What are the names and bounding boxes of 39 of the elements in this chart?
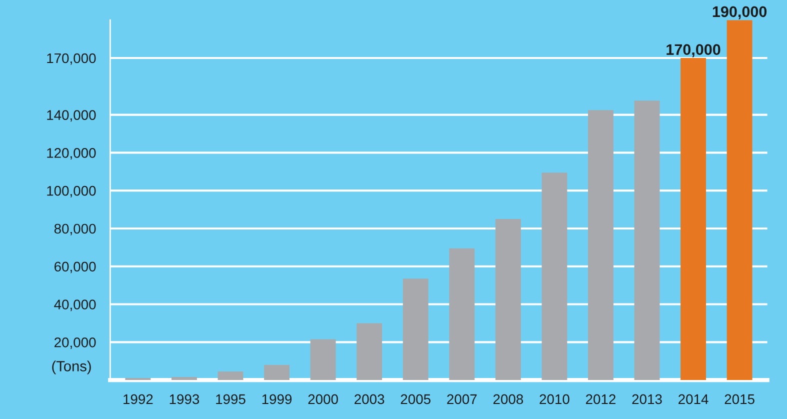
y-tick-label: 140,000 [47, 110, 96, 122]
x-tick-label: 2003 [354, 394, 384, 404]
y-tick-label: 80,000 [54, 224, 96, 236]
y-axis-title: (Tons) [52, 360, 91, 374]
x-tick-label: 2007 [447, 394, 477, 404]
bar [310, 339, 336, 380]
bar [125, 378, 151, 380]
data-label: 190,000 [712, 6, 767, 20]
x-tick-label: 2012 [586, 394, 616, 404]
x-tick-label: 2000 [308, 394, 338, 404]
x-tick-label: 1995 [216, 394, 246, 404]
bar [402, 278, 428, 380]
x-tick-label: 1999 [262, 394, 292, 404]
bar [356, 323, 382, 380]
bar [588, 110, 614, 380]
y-tick-label: 60,000 [54, 262, 96, 274]
bar [495, 219, 521, 380]
y-tick-label: 170,000 [47, 53, 96, 65]
bar [634, 100, 660, 380]
bar [172, 377, 197, 380]
bar [542, 172, 568, 380]
bar [680, 58, 706, 380]
x-tick-label: 1992 [124, 394, 153, 404]
x-tick-label: 2015 [724, 394, 754, 404]
x-tick-label: 2005 [400, 394, 430, 404]
x-tick-label: 2013 [632, 394, 662, 404]
x-tick-label: 2010 [540, 394, 570, 404]
bar [264, 364, 290, 380]
bar [449, 248, 475, 380]
x-tick-label: 2008 [493, 394, 524, 404]
bar [726, 20, 752, 380]
y-tick-label: 20,000 [54, 337, 96, 349]
data-label: 170,000 [666, 44, 720, 58]
x-tick-label: 1993 [170, 394, 200, 404]
x-tick-label: 2014 [678, 394, 708, 404]
y-tick-label: 120,000 [47, 148, 96, 160]
bar [218, 372, 244, 380]
y-tick-label: 40,000 [54, 300, 96, 312]
y-tick-label: 100,000 [47, 186, 96, 198]
